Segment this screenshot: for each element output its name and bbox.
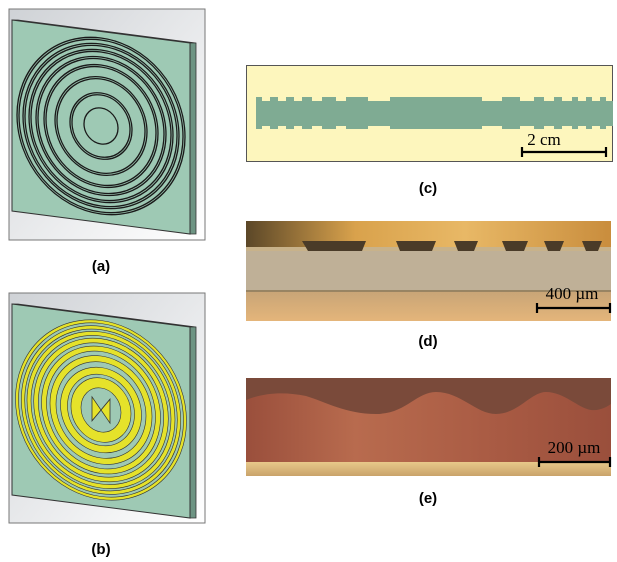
groove-ring [35, 55, 167, 197]
groove-ring [16, 36, 186, 216]
panel-e-micrograph: 200 µm [246, 378, 612, 476]
scale-bar [535, 303, 612, 313]
bowtie-antenna [91, 395, 111, 425]
groove-profile [302, 241, 602, 251]
groove-ring [22, 42, 180, 210]
panel-b-antenna-model [8, 292, 206, 524]
groove-ring [45, 65, 157, 187]
caption-e: (e) [418, 490, 438, 507]
scale-bar-label: 200 µm [548, 438, 601, 457]
gold-ring [33, 338, 169, 482]
substrate-body [246, 251, 611, 291]
panel-a-lens-model [8, 8, 206, 241]
gold-ring [15, 319, 187, 501]
groove-ring [37, 57, 165, 195]
scale-bar [537, 457, 612, 467]
caption-b: (b) [91, 541, 111, 558]
caption-a: (a) [91, 258, 111, 275]
gold-ring [71, 377, 131, 443]
base-layer [246, 462, 611, 476]
panel-d-micrograph: 400 µm [246, 221, 612, 321]
groove-ring [18, 38, 184, 214]
scale-bar [520, 147, 608, 157]
groove-ring [24, 44, 178, 208]
gold-ring [50, 355, 152, 465]
groove-ring [69, 92, 133, 160]
gold-ring [41, 346, 161, 474]
caption-d: (d) [418, 333, 438, 350]
groove-ring [83, 107, 119, 145]
caption-c: (c) [418, 180, 438, 197]
concentric-grooves [16, 36, 186, 216]
scale-bar-label: 400 µm [546, 284, 599, 303]
gold-ring [60, 367, 142, 453]
panel-c-cross-section: 2 cm [246, 65, 613, 162]
scale-bar-label: 2 cm [527, 130, 561, 149]
groove-ring [54, 75, 148, 177]
groove-ring [43, 63, 159, 189]
gold-ring [21, 325, 181, 495]
surface-profile [246, 392, 611, 464]
substrate-profile [256, 97, 613, 129]
lower-region [246, 292, 611, 321]
groove-ring [56, 77, 146, 175]
groove-ring [30, 50, 172, 202]
groove-ring [71, 94, 131, 158]
gold-rings [15, 319, 187, 501]
